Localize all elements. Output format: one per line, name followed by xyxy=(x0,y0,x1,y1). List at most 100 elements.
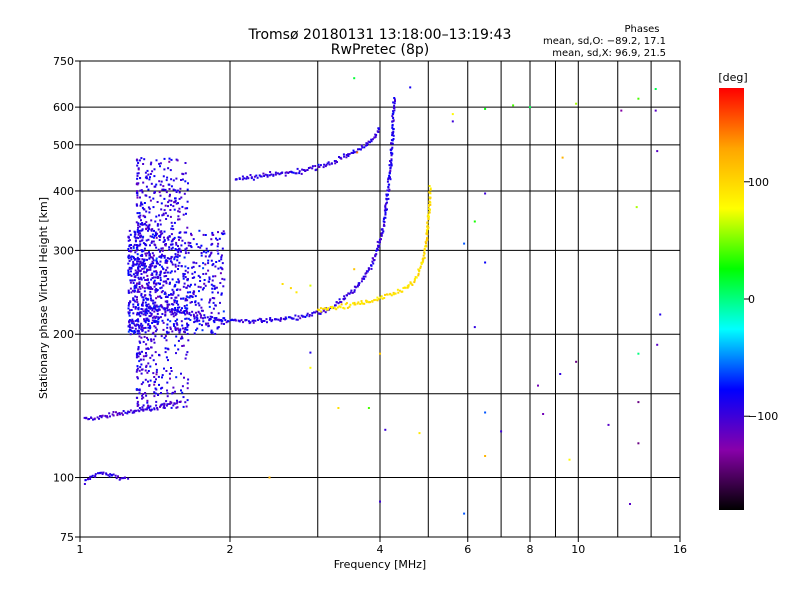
spread-point xyxy=(167,294,170,296)
trace-point xyxy=(383,223,385,226)
spread-point xyxy=(153,282,155,285)
trace-point xyxy=(200,314,203,317)
spread-point xyxy=(151,322,154,324)
trace-point xyxy=(249,321,252,324)
trace-point xyxy=(122,477,125,480)
trace-point xyxy=(313,311,315,314)
spread-point xyxy=(174,255,177,258)
trace-point xyxy=(120,412,123,415)
trace-point xyxy=(252,178,255,181)
spread-point xyxy=(215,261,218,263)
y-tick-label: 500 xyxy=(53,139,74,152)
spread-point xyxy=(144,176,147,179)
trace-point xyxy=(274,173,277,176)
trace-point xyxy=(266,175,269,178)
spread-point xyxy=(216,326,219,329)
spread-point xyxy=(163,239,166,242)
spread-point xyxy=(178,191,181,194)
trace-point xyxy=(307,167,310,169)
spread-point xyxy=(189,283,192,286)
trace-point xyxy=(389,169,392,172)
stats-header: Phases xyxy=(624,24,659,35)
spread-point xyxy=(177,281,180,284)
trace-point xyxy=(376,299,379,302)
trace-point xyxy=(348,305,351,308)
spread-point xyxy=(135,286,138,289)
trace-point xyxy=(359,148,362,151)
trace-point xyxy=(298,172,301,175)
spread-point xyxy=(171,246,174,249)
spread-point xyxy=(127,272,130,275)
spread-point xyxy=(128,266,131,269)
spread-point xyxy=(132,320,135,323)
spread-point xyxy=(164,188,167,191)
spread-point xyxy=(157,318,160,321)
spread-point xyxy=(168,303,171,306)
trace-point xyxy=(366,300,369,303)
spread-point xyxy=(186,322,188,325)
spread-point xyxy=(132,303,135,306)
spread-point xyxy=(137,244,139,247)
spread-point xyxy=(128,229,131,232)
spread-point xyxy=(159,194,162,197)
trace-point xyxy=(387,178,390,181)
spread-point xyxy=(147,329,150,332)
spread-point xyxy=(149,379,152,382)
trace-point xyxy=(347,153,350,156)
trace-point xyxy=(300,172,303,175)
spread-point xyxy=(159,274,162,276)
spread-point xyxy=(169,209,172,211)
trace-point xyxy=(422,259,425,262)
spread-point xyxy=(149,163,152,166)
x-tick-label: 10 xyxy=(571,543,585,556)
spread-point xyxy=(131,330,134,333)
spread-point xyxy=(130,274,133,277)
spread-point xyxy=(144,378,147,381)
spread-point xyxy=(137,237,140,240)
isolated-point xyxy=(353,268,356,271)
trace-point xyxy=(389,160,391,163)
trace-point xyxy=(122,410,125,412)
spread-point xyxy=(211,297,214,299)
spread-point xyxy=(141,239,144,242)
spread-point xyxy=(185,212,187,215)
trace-point xyxy=(404,286,407,289)
isolated-point xyxy=(637,442,640,445)
spread-point xyxy=(154,387,157,390)
trace-point xyxy=(392,110,395,113)
spread-point xyxy=(134,306,137,309)
spread-point xyxy=(179,329,182,332)
spread-point xyxy=(133,230,136,233)
trace-point xyxy=(378,244,381,247)
trace-point xyxy=(326,162,329,165)
spread-point xyxy=(207,322,210,325)
spread-point xyxy=(152,302,155,305)
spread-point xyxy=(164,300,167,303)
isolated-point xyxy=(537,384,539,387)
spread-point xyxy=(136,183,139,186)
spread-point xyxy=(166,395,169,398)
spread-point xyxy=(149,244,151,247)
trace-point xyxy=(382,218,385,220)
spread-point xyxy=(173,324,175,327)
spread-point xyxy=(139,353,142,355)
spread-point xyxy=(157,228,160,231)
spread-point xyxy=(137,304,139,306)
spread-point xyxy=(208,318,211,321)
spread-point xyxy=(132,255,135,258)
trace-point xyxy=(383,209,386,212)
spread-point xyxy=(163,209,166,212)
spread-point xyxy=(151,272,154,275)
spread-point xyxy=(169,215,172,218)
spread-point xyxy=(171,330,174,333)
spread-point xyxy=(193,276,196,279)
spread-point xyxy=(155,283,158,286)
trace-point xyxy=(277,318,280,321)
trace-point xyxy=(393,109,396,112)
trace-point xyxy=(343,298,345,301)
isolated-point xyxy=(635,206,638,209)
trace-point xyxy=(302,315,305,318)
spread-point xyxy=(186,310,188,313)
spread-point xyxy=(138,258,141,261)
spread-point xyxy=(218,237,221,240)
